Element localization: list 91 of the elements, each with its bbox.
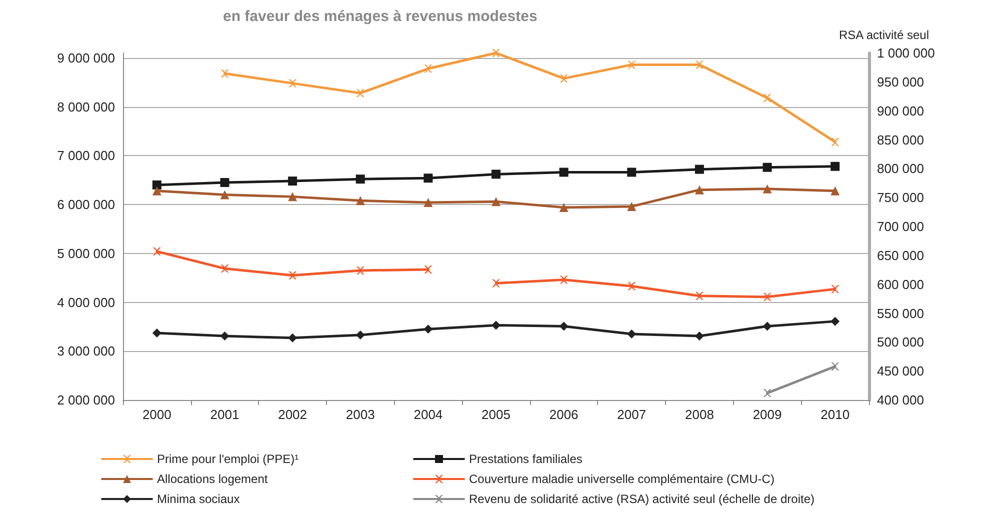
point <box>763 292 772 301</box>
point <box>424 324 433 334</box>
legend-label: Minima sociaux <box>157 492 240 506</box>
y2-axis-title: RSA activité seul <box>838 28 930 42</box>
point <box>220 178 230 188</box>
x-tick-label: 2002 <box>278 407 308 422</box>
x-tick-label: 2004 <box>414 407 443 422</box>
y2-tick-label: 650 000 <box>877 248 924 263</box>
point <box>220 70 229 78</box>
y2-tick-label: 600 000 <box>877 276 924 292</box>
x-tick-label: 2003 <box>346 407 375 422</box>
y2-tick-label: 850 000 <box>877 132 924 148</box>
point <box>152 180 162 190</box>
x-tick-label: 2009 <box>752 407 782 422</box>
point <box>288 192 298 202</box>
point <box>492 170 500 179</box>
point <box>830 162 840 171</box>
point <box>424 198 433 208</box>
point <box>356 266 364 274</box>
y2-tick-label: 500 000 <box>877 334 924 350</box>
point <box>627 330 636 339</box>
point <box>220 190 230 200</box>
point <box>762 184 772 194</box>
point <box>220 264 229 273</box>
point <box>627 202 636 211</box>
y2-tick-label: 900 000 <box>877 103 924 118</box>
y-tick-label: 2 000 000 <box>57 392 115 408</box>
point <box>424 64 432 73</box>
y-tick-label: 6 000 000 <box>57 197 115 212</box>
y2-tick-label: 950 000 <box>877 74 924 90</box>
point <box>560 276 568 284</box>
y-tick-label: 7 000 000 <box>57 148 115 164</box>
point <box>830 316 840 326</box>
point <box>695 292 704 300</box>
point <box>288 271 297 280</box>
x-tick-label: 2007 <box>617 407 646 422</box>
point <box>492 197 500 206</box>
point <box>831 285 840 294</box>
point <box>492 320 500 330</box>
point <box>559 202 568 212</box>
y2-tick-label: 1 000 000 <box>877 46 935 60</box>
point <box>831 138 840 146</box>
point <box>492 279 500 288</box>
point <box>628 282 636 290</box>
y2-tick-label: 700 000 <box>877 219 924 234</box>
point <box>356 174 365 184</box>
point <box>559 322 568 331</box>
x-tick-label: 2006 <box>549 407 578 422</box>
point <box>288 79 297 88</box>
y2-tick-label: 450 000 <box>877 364 924 379</box>
point <box>356 196 365 206</box>
point <box>694 164 704 174</box>
x-tick-label: 2008 <box>684 407 714 422</box>
point <box>424 266 432 274</box>
point <box>152 247 161 256</box>
point <box>628 60 636 69</box>
chart-title: en faveur des ménages à revenus modestes <box>223 8 538 25</box>
x-tick-label: 2005 <box>482 407 510 422</box>
y-tick-label: 4 000 000 <box>57 294 115 310</box>
y2-tick-label: 550 000 <box>877 306 924 321</box>
x-tick-label: 2000 <box>142 407 172 422</box>
point <box>424 174 433 183</box>
point <box>694 185 704 194</box>
y2-tick-label: 800 000 <box>877 161 924 176</box>
point <box>492 49 500 57</box>
point <box>152 328 162 338</box>
legend-label: Revenu de solidarité active (RSA) activité seul (échelle de droite) <box>469 492 814 506</box>
point <box>695 60 704 69</box>
legend-label: Allocations logement <box>157 472 268 486</box>
legend-label: Couverture maladie universelle complémentaire (CMU-C) <box>469 472 774 486</box>
x-tick-label: 2001 <box>210 407 240 422</box>
point <box>763 94 772 102</box>
legend-label: Prestations familiales <box>469 452 582 466</box>
point <box>762 322 772 331</box>
legend-label: Prime pour l'emploi (PPE)¹ <box>157 452 299 466</box>
x-tick-label: 2010 <box>820 407 850 422</box>
y2-tick-label: 400 000 <box>877 392 924 408</box>
point <box>762 162 772 172</box>
point <box>356 89 364 98</box>
point <box>560 74 568 82</box>
point <box>830 186 840 196</box>
y2-tick-label: 750 000 <box>877 190 924 206</box>
point <box>152 186 162 196</box>
y-tick-label: 8 000 000 <box>57 99 115 114</box>
point <box>559 168 568 177</box>
y-tick-label: 9 000 000 <box>57 50 115 66</box>
y-tick-label: 5 000 000 <box>57 246 115 261</box>
point <box>627 168 636 177</box>
point <box>288 176 298 186</box>
y-tick-label: 3 000 000 <box>57 344 115 359</box>
point <box>220 331 230 340</box>
